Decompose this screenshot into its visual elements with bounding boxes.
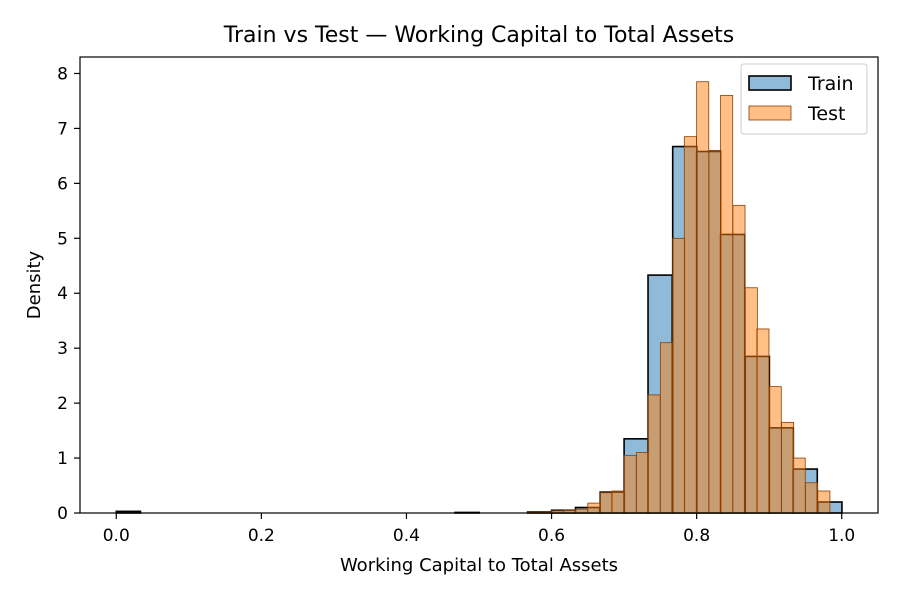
bar-test-12 — [672, 237, 686, 514]
y-tick-label: 3 — [57, 339, 68, 359]
y-tick-label: 7 — [57, 119, 68, 139]
bar-test-21 — [781, 421, 795, 514]
legend-label-test: Test — [807, 103, 845, 125]
x-tick-label: 0.8 — [683, 526, 710, 546]
bar-test-24 — [817, 490, 831, 514]
x-tick-label: 1.0 — [828, 526, 855, 546]
x-tick-label: 0.6 — [538, 526, 565, 546]
x-tick-label: 0.4 — [393, 526, 420, 546]
bar-test-5 — [587, 502, 601, 514]
y-tick-label: 2 — [57, 394, 68, 414]
bar-test-23 — [805, 482, 818, 514]
bar-test-18 — [744, 287, 758, 514]
series-test — [527, 81, 831, 514]
y-tick-label: 8 — [57, 64, 68, 84]
x-axis-label: Working Capital to Total Assets — [340, 555, 618, 576]
bar-test-8 — [623, 454, 637, 514]
plot-area-frame — [79, 56, 879, 514]
bar-test-15 — [708, 149, 722, 514]
y-axis-label: Density — [24, 250, 45, 319]
bar-test-10 — [647, 394, 661, 514]
x-tick-label: 0.2 — [248, 526, 275, 546]
legend-label-train: Train — [807, 73, 854, 95]
y-tick-label: 4 — [57, 284, 68, 304]
y-tick-label: 5 — [57, 229, 68, 249]
y-tick-label: 1 — [57, 449, 68, 469]
y-tick-label: 6 — [57, 174, 68, 194]
bar-test-14 — [696, 81, 710, 514]
bar-test-16 — [720, 95, 734, 514]
y-axis: 0 1 2 3 4 5 6 7 8 — [57, 64, 80, 524]
bar-test-7 — [611, 490, 625, 514]
bar-test-11 — [659, 342, 673, 514]
y-tick-label: 0 — [57, 504, 68, 524]
legend-swatch-train — [748, 75, 792, 91]
bar-test-20 — [768, 386, 782, 514]
bar-test-17 — [732, 204, 746, 514]
x-axis: 0.0 0.2 0.4 0.6 0.8 1.0 — [103, 513, 855, 546]
bar-test-19 — [756, 328, 770, 514]
bar-test-13 — [683, 136, 697, 514]
legend-swatch-test — [748, 105, 792, 121]
bar-test-22 — [792, 457, 806, 514]
chart-title: Train vs Test — Working Capital to Total… — [223, 23, 734, 48]
x-tick-label: 0.0 — [103, 526, 130, 546]
bar-test-6 — [599, 492, 613, 514]
bar-test-9 — [636, 452, 649, 514]
legend: Train Test — [740, 63, 868, 135]
